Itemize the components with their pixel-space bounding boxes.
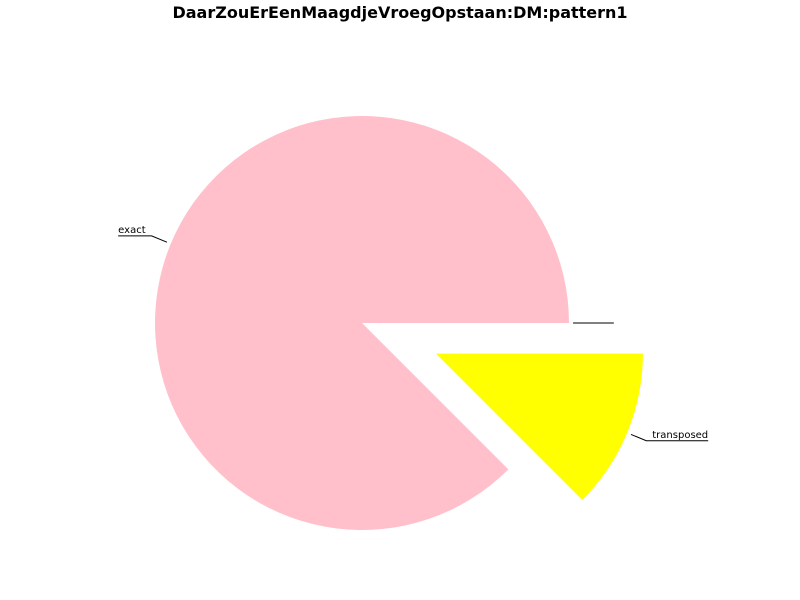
chart-title: DaarZouErEenMaagdjeVroegOpstaan:DM:patte…: [172, 3, 628, 22]
pie-slices: [154, 115, 643, 530]
slice-label: transposed: [652, 430, 708, 441]
leader-line: [630, 433, 709, 442]
leader-line: [118, 235, 168, 243]
pie-slice-exact: [154, 115, 569, 530]
pie-labels: exact transposed: [118, 225, 709, 442]
slice-label: exact: [118, 225, 146, 236]
pie-slice-transposed: [435, 353, 643, 500]
